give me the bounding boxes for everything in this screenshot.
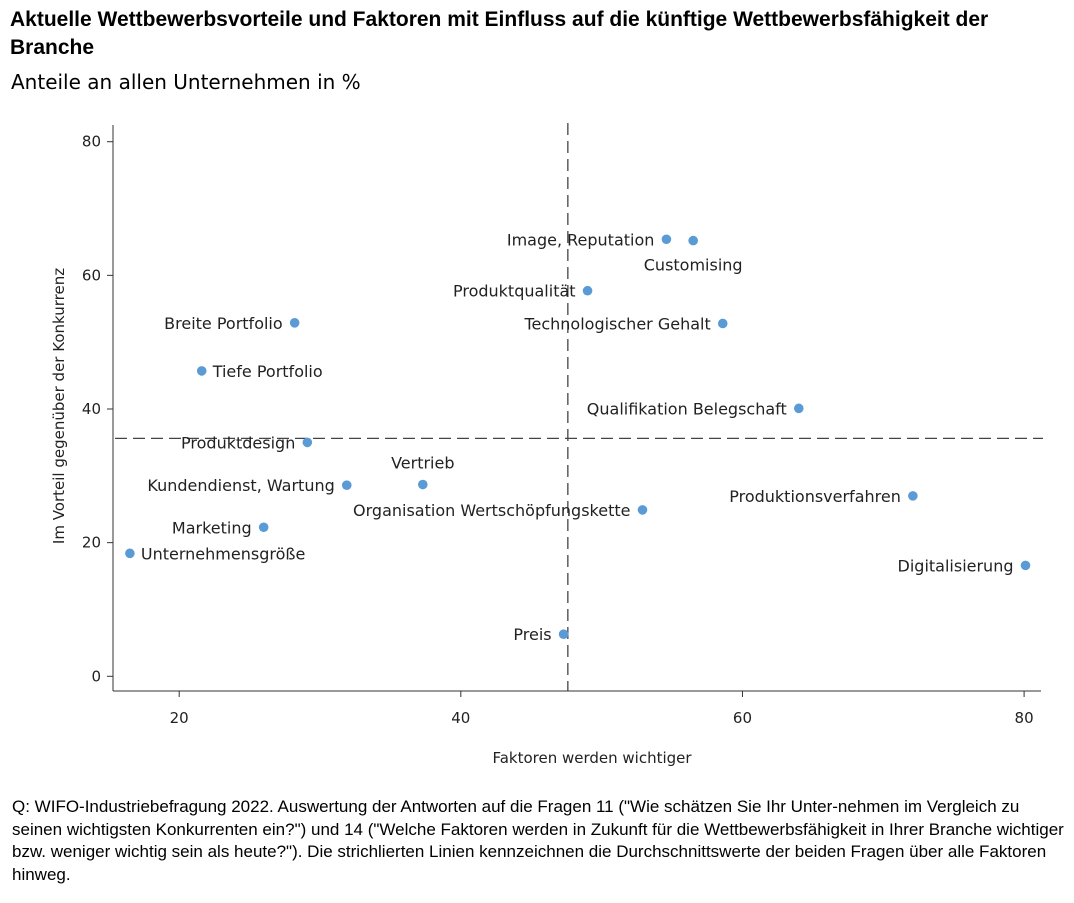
point-labels: Image, Reputation Customising Produktquali…: [141, 230, 1014, 644]
data-points: [125, 234, 1031, 639]
data-point: [688, 235, 698, 246]
data-point: [908, 491, 918, 501]
data-point-label: Preis: [513, 625, 551, 644]
data-point-label: Produktqualität: [453, 282, 576, 301]
data-point: [661, 234, 672, 245]
y-axis-label: Im Vorteil gegenüber der Konkurrenz: [50, 268, 68, 544]
data-point: [258, 522, 269, 533]
scatter-chart: 20 40 60 80 0 20 40 60 80 Image, Reputation Custo…: [50, 123, 1043, 767]
data-point-label: Tiefe Portfolio: [212, 362, 323, 381]
chart-title: Aktuelle Wettbewerbsvorteile und Faktore…: [10, 8, 989, 59]
data-point: [341, 480, 352, 490]
data-point: [125, 548, 135, 559]
data-point: [637, 505, 648, 515]
y-tick-label: 40: [82, 400, 101, 418]
data-point: [196, 366, 207, 376]
x-axis-label: Faktoren werden wichtiger: [492, 749, 692, 767]
data-point-label: Produktdesign: [181, 433, 295, 452]
reference-lines: [115, 123, 1043, 691]
x-tick-label: 80: [1015, 709, 1034, 727]
data-point: [418, 479, 428, 490]
data-point: [302, 437, 313, 448]
data-point-label: Digitalisierung: [898, 556, 1014, 575]
data-point-label: Vertrieb: [391, 454, 454, 473]
data-point: [582, 285, 593, 296]
data-point: [793, 403, 804, 414]
data-point-label: Breite Portfolio: [164, 314, 283, 333]
y-tick-label: 80: [82, 133, 101, 151]
data-point-label: Organisation Wertschöpfungskette: [353, 501, 630, 520]
y-tick-label: 0: [91, 667, 101, 685]
x-tick-label: 60: [733, 709, 752, 727]
data-point-label: Produktionsverfahren: [729, 487, 901, 506]
data-point: [289, 317, 300, 328]
x-tick-label: 40: [451, 709, 470, 727]
data-point-label: Customising: [644, 256, 743, 275]
data-point-label: Technologischer Gehalt: [523, 314, 710, 333]
data-point-label: Kundendienst, Wartung: [147, 476, 334, 495]
data-point: [1020, 560, 1031, 571]
source-footnote: Q: WIFO-Industriebefragung 2022. Auswert…: [12, 797, 1064, 884]
chart-subtitle: Anteile an allen Unternehmen in %: [11, 70, 361, 94]
data-point-label: Qualifikation Belegschaft: [587, 399, 787, 418]
y-tick-label: 60: [82, 266, 101, 284]
data-point: [558, 629, 569, 639]
y-tick-label: 20: [82, 534, 101, 552]
data-point-label: Image, Reputation: [507, 230, 655, 249]
x-tick-label: 20: [170, 709, 189, 727]
chart-axes: 20 40 60 80 0 20 40 60 80: [82, 125, 1041, 727]
data-point: [717, 318, 728, 329]
data-point-label: Marketing: [172, 518, 252, 537]
data-point-label: Unternehmensgröße: [141, 544, 305, 563]
